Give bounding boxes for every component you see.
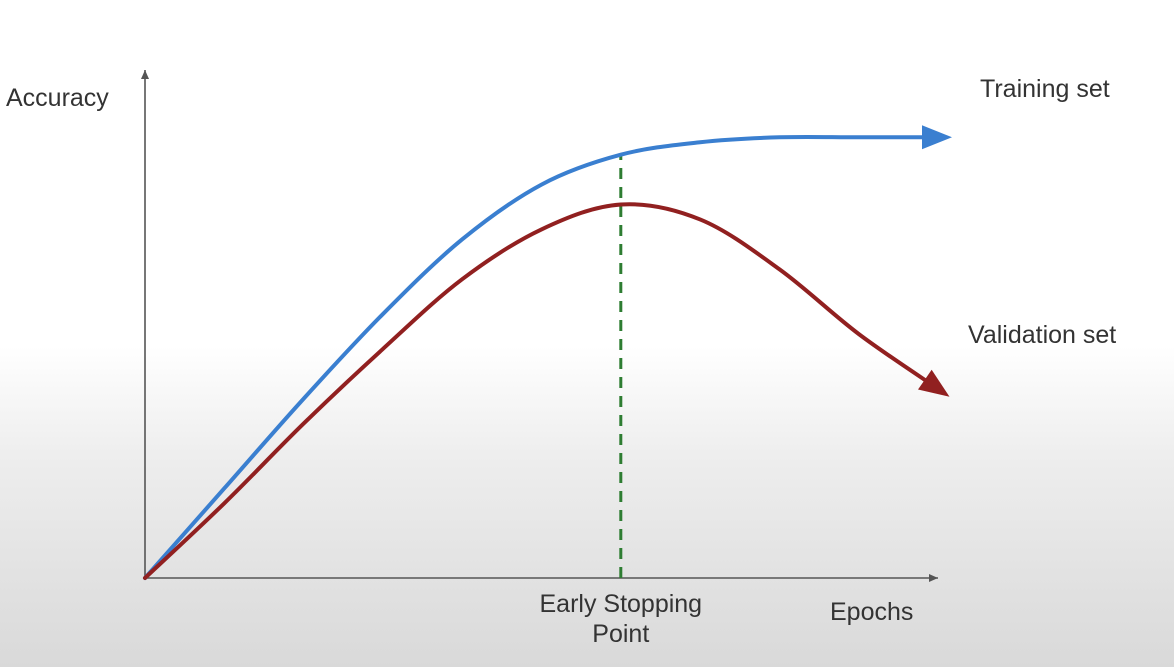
validation-set-line [143,202,940,580]
training-set-label: Training set [980,75,1110,103]
training-set-line [143,134,940,580]
early-stopping-label: Early Stopping [539,590,702,618]
early-stopping-label-2: Point [592,620,649,648]
x-axis-label: Epochs [830,598,913,626]
validation-set-arrowhead [918,369,950,397]
y-axis-label: Accuracy [6,84,109,112]
validation-set-label: Validation set [968,321,1116,349]
training-set-arrowhead [922,125,952,150]
